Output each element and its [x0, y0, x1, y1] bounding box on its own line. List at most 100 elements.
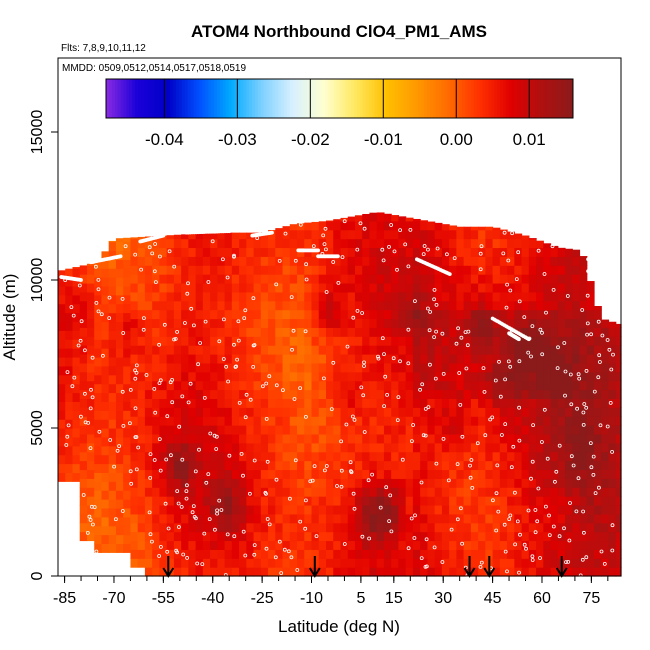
colorbar-segment [304, 79, 308, 118]
heatmap-cell [507, 345, 515, 355]
heatmap-cell [579, 336, 588, 346]
heatmap-cell [441, 389, 450, 399]
heatmap-cell [601, 460, 610, 471]
sample-point [197, 447, 201, 452]
heatmap-cell [130, 407, 139, 417]
heatmap-cell [608, 469, 617, 479]
heatmap-cell [463, 247, 472, 257]
sample-point [161, 233, 166, 238]
heatmap-cell [86, 309, 95, 320]
heatmap-cell [94, 330, 103, 340]
heatmap-cell [239, 362, 247, 373]
heatmap-cell [173, 487, 182, 497]
heatmap-cell [369, 478, 378, 488]
heatmap-cell [253, 451, 262, 462]
heatmap-cell [499, 469, 508, 479]
heatmap-cell [369, 212, 378, 222]
heatmap-cell [579, 451, 588, 462]
heatmap-cell [557, 504, 566, 515]
heatmap-cell [108, 277, 117, 287]
heatmap-cell [123, 268, 132, 278]
heatmap-cell [383, 460, 392, 471]
sample-points [59, 219, 615, 578]
heatmap-cell [159, 309, 168, 320]
heatmap-cell [536, 265, 544, 275]
heatmap-cell [354, 282, 363, 293]
heatmap-cell [260, 256, 269, 266]
heatmap-cell [369, 274, 378, 284]
heatmap-cell [202, 389, 211, 399]
heatmap-cell [246, 407, 255, 417]
heatmap-cell [420, 442, 428, 453]
colorbar-segment [272, 79, 276, 118]
heatmap-cell [202, 345, 211, 355]
heatmap-cell [427, 354, 436, 364]
sample-point [419, 480, 424, 485]
heatmap-cell [391, 371, 400, 382]
heatmap-cell [195, 389, 204, 399]
colorbar-segment [354, 79, 358, 118]
sample-point [366, 478, 371, 483]
heatmap-cell [362, 504, 371, 515]
heatmap-cell [441, 362, 450, 373]
heatmap-cell [173, 256, 182, 266]
heatmap-cell [601, 469, 610, 479]
heatmap-cell [521, 540, 530, 550]
heatmap-cell [231, 274, 240, 284]
heatmap-cell [210, 300, 218, 311]
heatmap-cell [456, 229, 465, 240]
colorbar-segment [348, 79, 352, 118]
heatmap-cell [412, 354, 421, 364]
heatmap-cell [463, 451, 472, 462]
sample-point [574, 509, 579, 514]
sample-point [134, 363, 139, 368]
heatmap-cell [268, 265, 276, 275]
colorbar-segment [216, 79, 221, 118]
heatmap-cell [188, 496, 197, 506]
heatmap-cell [253, 282, 262, 293]
heatmap-cell [594, 306, 602, 311]
heatmap-cell [594, 540, 602, 550]
heatmap-cell [615, 389, 622, 399]
sample-point [287, 496, 292, 501]
heatmap-cell [58, 285, 66, 296]
heatmap-cell [144, 265, 153, 275]
heatmap-cell [217, 371, 226, 382]
heatmap-cell [550, 245, 559, 249]
heatmap-cell [333, 354, 342, 364]
heatmap-cell [376, 247, 385, 257]
heatmap-cell [260, 469, 269, 479]
sample-point [232, 534, 237, 539]
colorbar-segment [394, 79, 399, 118]
heatmap-cell [86, 522, 95, 533]
heatmap-cell [478, 300, 486, 311]
heatmap-cell [499, 389, 508, 399]
heatmap-cell [253, 433, 262, 444]
sample-point [323, 247, 328, 252]
heatmap-cell [557, 247, 566, 257]
heatmap-cell [579, 327, 588, 337]
colorbar-segment [319, 79, 323, 118]
heatmap-cell [492, 238, 501, 249]
heatmap-cell [557, 265, 566, 275]
heatmap-cell [297, 513, 305, 524]
heatmap-cell [470, 229, 479, 240]
heatmap-cell [550, 354, 559, 364]
heatmap-cell [543, 371, 552, 382]
heatmap-cell [608, 389, 617, 399]
heatmap-cell [137, 282, 146, 293]
heatmap-cell [297, 362, 305, 373]
sample-point [460, 541, 465, 546]
heatmap-cell [615, 323, 622, 328]
heatmap-cell [181, 522, 189, 533]
heatmap-cell [420, 282, 428, 293]
heatmap-cell [347, 371, 356, 382]
heatmap-cell [427, 309, 436, 320]
heatmap-cell [420, 229, 428, 240]
heatmap-cell [449, 522, 457, 533]
heatmap-cell [289, 567, 298, 577]
heatmap-cell [499, 496, 508, 506]
heatmap-cell [499, 265, 508, 275]
heatmap-cell [521, 309, 530, 320]
colorbar-segment [266, 79, 270, 118]
